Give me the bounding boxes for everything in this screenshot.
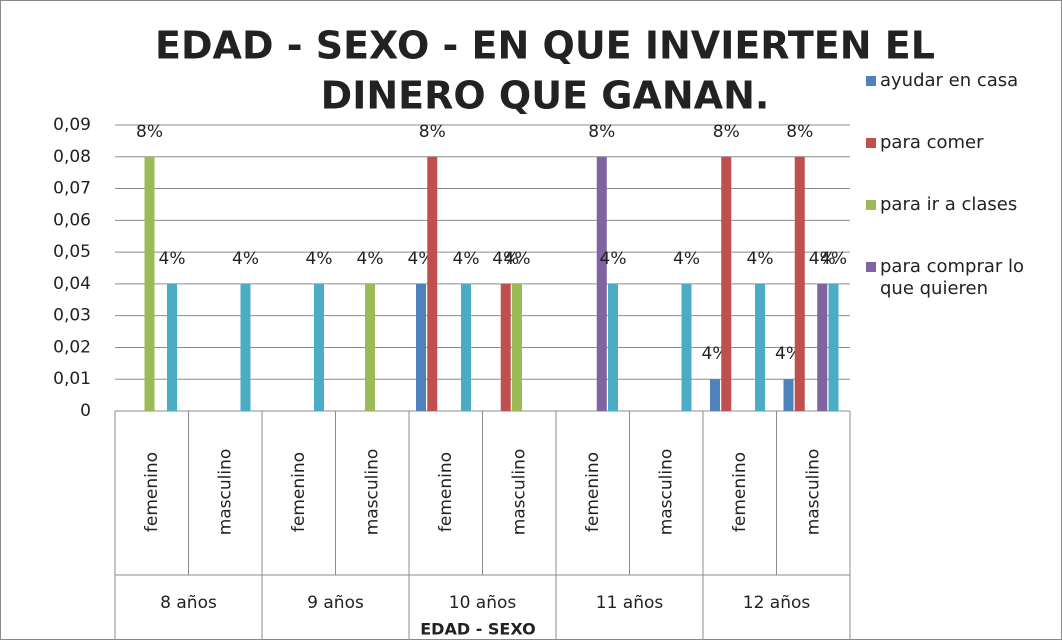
- data-label: 4%: [809, 249, 836, 269]
- data-label: 4%: [159, 249, 186, 269]
- legend-label: para ir a clases: [880, 194, 1018, 215]
- bar: [427, 156, 438, 411]
- legend-swatch: [866, 262, 876, 272]
- y-tick-label: 0,05: [53, 242, 91, 262]
- legend-item: para comprar lo que quieren: [866, 256, 1062, 300]
- chart-title: EDAD - SEXO - EN QUE INVIERTEN EL: [155, 24, 935, 68]
- data-label: 4%: [600, 249, 627, 269]
- legend-item: ayudar en casa: [866, 70, 1062, 92]
- data-label: 4%: [453, 249, 480, 269]
- legend-swatch: [866, 76, 876, 86]
- bar: [794, 156, 805, 411]
- y-tick-label: 0,08: [53, 147, 91, 167]
- bar: [681, 283, 692, 411]
- y-tick-label: 0,04: [53, 274, 91, 294]
- data-label: 8%: [588, 122, 615, 142]
- y-tick-label: 0: [80, 401, 91, 421]
- bar: [500, 283, 511, 411]
- data-label: 4%: [747, 249, 774, 269]
- bar: [721, 156, 732, 411]
- bar: [783, 379, 794, 411]
- x-tick-label: masculino: [509, 449, 529, 536]
- group-label: 11 años: [596, 593, 664, 613]
- y-tick-label: 0,03: [53, 306, 91, 326]
- bar: [240, 283, 251, 411]
- legend-item: para comer: [866, 132, 1062, 154]
- bar: [461, 283, 471, 411]
- chart-title: DINERO QUE GANAN.: [321, 74, 770, 118]
- bar: [596, 156, 607, 411]
- legend-label: ayudar en casa: [880, 70, 1019, 91]
- x-tick-label: femenino: [142, 452, 162, 532]
- data-label: 8%: [136, 122, 163, 142]
- x-tick-label: masculino: [656, 449, 676, 536]
- bar: [710, 379, 720, 411]
- group-label: 12 años: [743, 593, 811, 613]
- legend-swatch: [866, 138, 876, 148]
- group-label: 8 años: [160, 593, 217, 613]
- x-tick-label: femenino: [289, 452, 309, 532]
- data-label: 4%: [492, 249, 519, 269]
- y-tick-label: 0,07: [53, 179, 91, 199]
- x-tick-label: femenino: [583, 452, 603, 532]
- group-label: 10 años: [449, 593, 517, 613]
- y-tick-label: 0,06: [53, 210, 91, 230]
- legend-swatch: [866, 200, 876, 210]
- bar: [365, 283, 375, 411]
- group-label: 9 años: [307, 593, 364, 613]
- data-label: 4%: [673, 249, 700, 269]
- data-label: 4%: [504, 249, 531, 269]
- legend: ayudar en casa para comer para ir a clases…: [866, 70, 1062, 340]
- legend-item: para ir a clases: [866, 194, 1062, 216]
- bar: [416, 283, 426, 411]
- data-label: 4%: [232, 249, 259, 269]
- y-tick-label: 0,01: [53, 369, 91, 389]
- data-label: 4%: [820, 249, 847, 269]
- bar: [828, 283, 839, 411]
- data-label: 8%: [786, 122, 813, 142]
- legend-label: para comer: [880, 132, 984, 153]
- data-label: 8%: [419, 122, 446, 142]
- data-label: 4%: [357, 249, 384, 269]
- bar: [167, 283, 177, 411]
- x-tick-label: femenino: [730, 452, 750, 532]
- x-tick-label: masculino: [215, 449, 235, 536]
- x-tick-label: masculino: [803, 449, 823, 536]
- data-label: 8%: [713, 122, 740, 142]
- bar: [755, 283, 765, 411]
- bar: [512, 283, 522, 411]
- data-label: 4%: [306, 249, 333, 269]
- legend-label: para comprar lo que quieren: [880, 256, 1025, 299]
- bar: [144, 156, 155, 411]
- bar: [608, 283, 618, 411]
- x-axis-title: EDAD - SEXO: [420, 620, 535, 639]
- y-tick-label: 0,02: [53, 337, 91, 357]
- bar: [817, 283, 828, 411]
- x-tick-label: masculino: [362, 449, 382, 536]
- y-tick-label: 0,09: [53, 115, 91, 135]
- bar: [314, 283, 324, 411]
- x-tick-label: femenino: [436, 452, 456, 532]
